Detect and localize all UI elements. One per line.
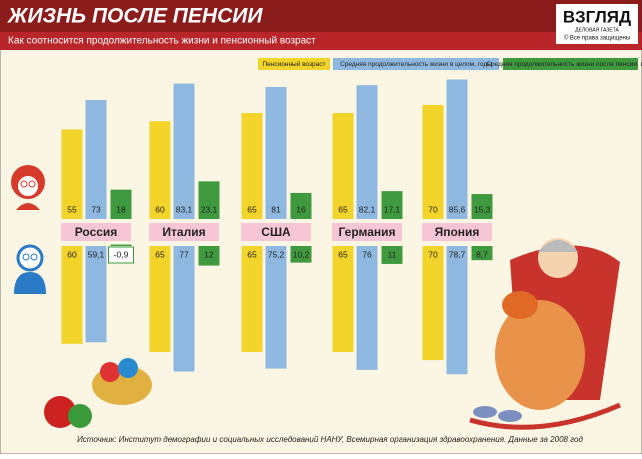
value-label: 82,1: [359, 204, 376, 214]
label-box: [108, 246, 134, 264]
value-label: 75,2: [268, 249, 285, 259]
value-label: 70: [428, 249, 438, 259]
bar: [471, 194, 493, 219]
value-label: 65: [155, 249, 165, 259]
legend-swatch: [258, 58, 330, 70]
value-label: 60: [155, 204, 165, 214]
category-band: [422, 223, 492, 241]
category-label: Япония: [435, 225, 480, 239]
value-label: 85,6: [449, 204, 466, 214]
logo-box: [556, 4, 638, 44]
woman-icon: [11, 165, 45, 210]
value-label: 78,7: [449, 249, 466, 259]
bar: [356, 85, 378, 219]
bar: [173, 246, 195, 372]
bar: [381, 246, 403, 264]
bar: [110, 189, 132, 219]
category-label: Италия: [162, 225, 205, 239]
bar: [332, 113, 354, 219]
value-label: 11: [388, 249, 397, 259]
subtitle-bar: [0, 32, 642, 50]
man-icon: [14, 244, 46, 294]
legend-swatch: [503, 58, 638, 70]
logo: ВЗГЛЯД: [563, 7, 631, 26]
bar: [173, 83, 195, 219]
bar: [85, 246, 107, 343]
bar: [381, 191, 403, 219]
value-label: 18: [116, 204, 126, 214]
value-label: 23,1: [201, 204, 218, 214]
value-label: 65: [338, 249, 348, 259]
category-band: [61, 223, 131, 241]
category-label: США: [261, 225, 291, 239]
legend-label: Средняя продолжительность жизни в целом,…: [340, 61, 492, 68]
value-label: 55: [67, 204, 77, 214]
source: Источник: Институт демографии и социальн…: [77, 435, 583, 444]
value-label: 81: [271, 204, 281, 214]
category-label: Германия: [338, 225, 395, 239]
value-label: 77: [179, 249, 189, 259]
value-label: 10,2: [293, 249, 310, 259]
bar: [265, 86, 287, 219]
bar: [422, 246, 444, 361]
bar: [61, 129, 83, 219]
bar: [446, 79, 468, 219]
bar: [332, 246, 354, 352]
bar: [198, 181, 220, 219]
category-band: [241, 223, 311, 241]
value-label: 59,1: [88, 249, 105, 259]
bar: [265, 246, 287, 369]
bar: [149, 246, 171, 352]
value-label: 60: [67, 249, 77, 259]
bar: [290, 246, 312, 263]
grandma: [469, 238, 622, 430]
bar: [198, 246, 220, 266]
bar: [241, 246, 263, 352]
legend-label: Пенсионный возраст: [262, 60, 325, 68]
title: ЖИЗНЬ ПОСЛЕ ПЕНСИИ: [7, 5, 263, 28]
value-label: 76: [362, 249, 372, 259]
value-label: 83,1: [176, 204, 193, 214]
value-label: 15,3: [474, 204, 491, 214]
bar: [290, 192, 312, 219]
title-bar: [0, 0, 642, 32]
value-label: 12: [204, 249, 214, 259]
logo-subtitle: ДЕЛОВАЯ ГАЗЕТА: [575, 27, 619, 33]
bar: [241, 113, 263, 219]
value-label: 8,7: [476, 249, 488, 259]
category-label: Россия: [75, 225, 118, 239]
bar: [356, 246, 378, 370]
legend-label: Средняя продолжительность жизни после пе…: [486, 61, 642, 68]
legend-swatch: [333, 58, 499, 70]
value-label: 17,1: [384, 204, 401, 214]
bar: [471, 246, 493, 261]
bar: [110, 244, 132, 246]
value-label: 70: [428, 204, 438, 214]
rights: © Все права защищены: [564, 35, 630, 42]
bar: [446, 246, 468, 375]
value-label: -0,9: [114, 249, 129, 259]
bar: [149, 121, 171, 219]
subtitle: Как соотносится продолжительность жизни …: [8, 36, 316, 47]
value-label: 16: [296, 204, 306, 214]
value-label: 65: [247, 204, 257, 214]
value-label: 73: [91, 204, 101, 214]
bar: [85, 100, 107, 219]
yarn-basket: [44, 358, 152, 428]
category-band: [332, 223, 402, 241]
bar: [422, 104, 444, 219]
category-band: [149, 223, 219, 241]
bar: [61, 246, 83, 344]
value-label: 65: [338, 204, 348, 214]
value-label: 65: [247, 249, 257, 259]
